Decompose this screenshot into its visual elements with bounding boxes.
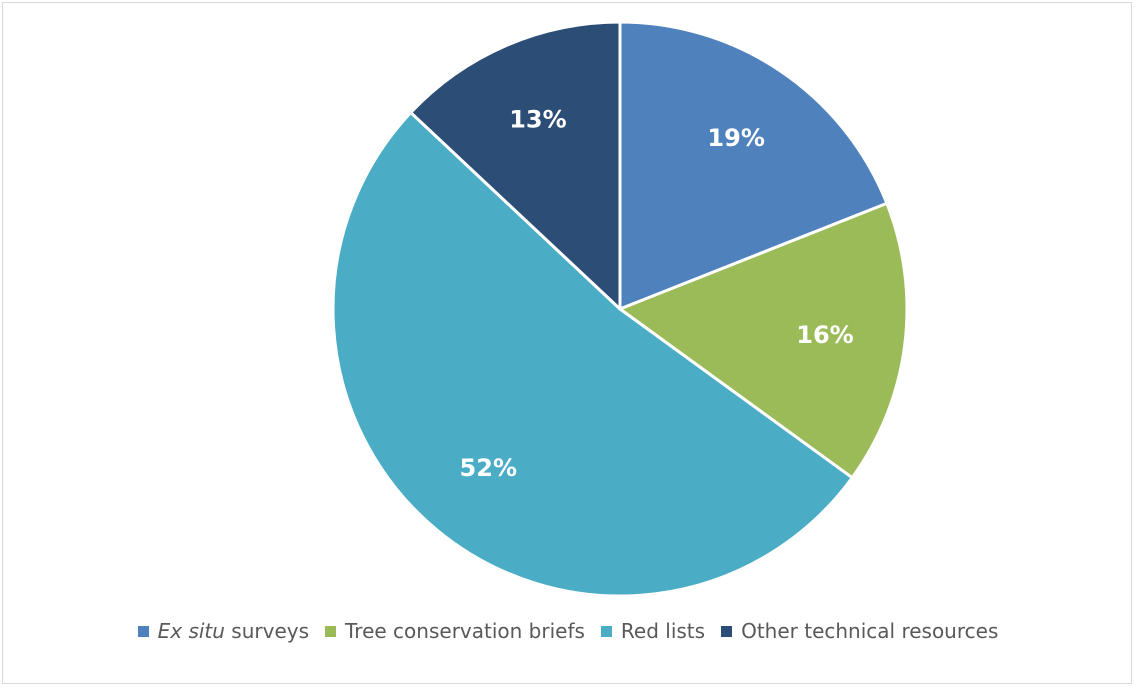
chart-legend: Ex situ surveys Tree conservation briefs R…: [3, 619, 1133, 643]
data-label-4: 13%: [509, 105, 566, 133]
legend-label-part: Red lists: [620, 619, 706, 643]
legend-label: Ex situ surveys: [158, 619, 309, 643]
data-label-2: 16%: [796, 321, 853, 349]
data-label-1: 19%: [707, 124, 764, 152]
legend-label-part: Other technical resources: [741, 619, 999, 643]
legend-label: Other technical resources: [741, 619, 998, 643]
pie-slice-2: [618, 201, 909, 480]
legend-label-part: Ex situ: [157, 619, 225, 643]
legend-swatch: [600, 625, 612, 637]
legend-label: Tree conservation briefs: [345, 619, 585, 643]
legend-item-1: Ex situ surveys: [137, 619, 309, 643]
legend-label: Red lists: [621, 619, 705, 643]
legend-item-4: Other technical resources: [721, 619, 998, 643]
legend-swatch: [137, 625, 149, 637]
data-label-3: 52%: [460, 454, 517, 482]
legend-label-part: Tree conservation briefs: [345, 619, 585, 643]
pie-slice-3: [331, 111, 854, 598]
legend-swatch: [721, 625, 733, 637]
legend-label-part: surveys: [224, 619, 310, 643]
legend-item-2: Tree conservation briefs: [325, 619, 585, 643]
pie-chart: 19% 16% 52% 13%: [331, 20, 909, 598]
pie-slice-1: [618, 20, 889, 311]
legend-item-3: Red lists: [600, 619, 705, 643]
legend-swatch: [325, 625, 337, 637]
pie-slice-4: [409, 20, 622, 311]
